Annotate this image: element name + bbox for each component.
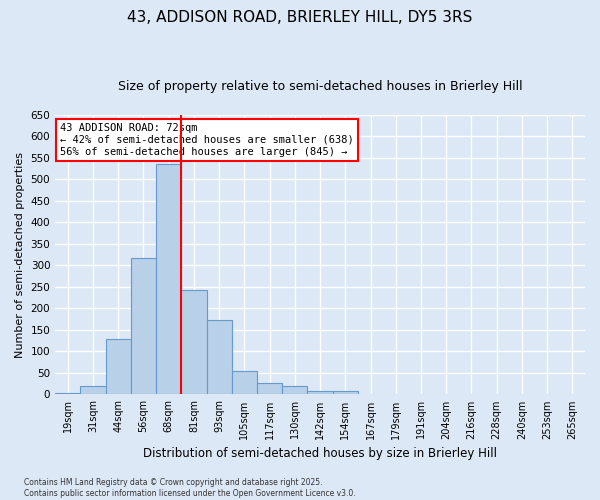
Text: 43, ADDISON ROAD, BRIERLEY HILL, DY5 3RS: 43, ADDISON ROAD, BRIERLEY HILL, DY5 3RS — [127, 10, 473, 25]
Bar — [206, 320, 232, 394]
Bar — [332, 392, 358, 394]
Bar — [55, 393, 80, 394]
Bar — [282, 386, 307, 394]
Bar — [80, 386, 106, 394]
Bar — [156, 164, 181, 394]
Text: Contains HM Land Registry data © Crown copyright and database right 2025.
Contai: Contains HM Land Registry data © Crown c… — [24, 478, 356, 498]
X-axis label: Distribution of semi-detached houses by size in Brierley Hill: Distribution of semi-detached houses by … — [143, 447, 497, 460]
Bar — [257, 383, 282, 394]
Bar — [232, 371, 257, 394]
Bar — [307, 391, 332, 394]
Title: Size of property relative to semi-detached houses in Brierley Hill: Size of property relative to semi-detach… — [118, 80, 523, 93]
Bar — [106, 340, 131, 394]
Y-axis label: Number of semi-detached properties: Number of semi-detached properties — [15, 152, 25, 358]
Bar — [131, 258, 156, 394]
Text: 43 ADDISON ROAD: 72sqm
← 42% of semi-detached houses are smaller (638)
56% of se: 43 ADDISON ROAD: 72sqm ← 42% of semi-det… — [61, 124, 354, 156]
Bar — [181, 290, 206, 395]
